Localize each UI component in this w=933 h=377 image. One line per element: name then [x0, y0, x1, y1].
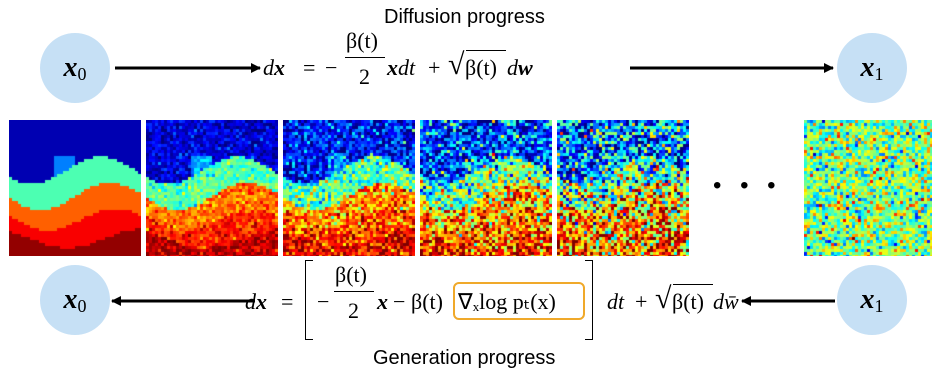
forward-sqrt-arg: β(t): [465, 55, 497, 80]
diffusion-progress-caption: Diffusion progress: [384, 6, 545, 28]
generation-progress-caption: Generation progress: [373, 347, 556, 369]
score-function-box: [453, 282, 585, 320]
forward-frac-num: β(t): [346, 28, 378, 53]
image-panel-2: [283, 120, 415, 256]
image-panel-1: [146, 120, 278, 256]
reverse-frac-den: 2: [348, 298, 359, 323]
score-function: ∇ₓlog pₜ(x): [458, 289, 556, 314]
reverse-sqrt-arg: β(t): [672, 289, 704, 314]
image-panel-noise: [804, 120, 933, 256]
forward-frac-den: 2: [359, 64, 370, 89]
image-panel-4: [557, 120, 689, 256]
ellipsis: • • •: [713, 172, 782, 199]
image-panel-0: [9, 120, 141, 256]
image-panel-3: [420, 120, 552, 256]
reverse-frac-num: β(t): [335, 262, 367, 287]
